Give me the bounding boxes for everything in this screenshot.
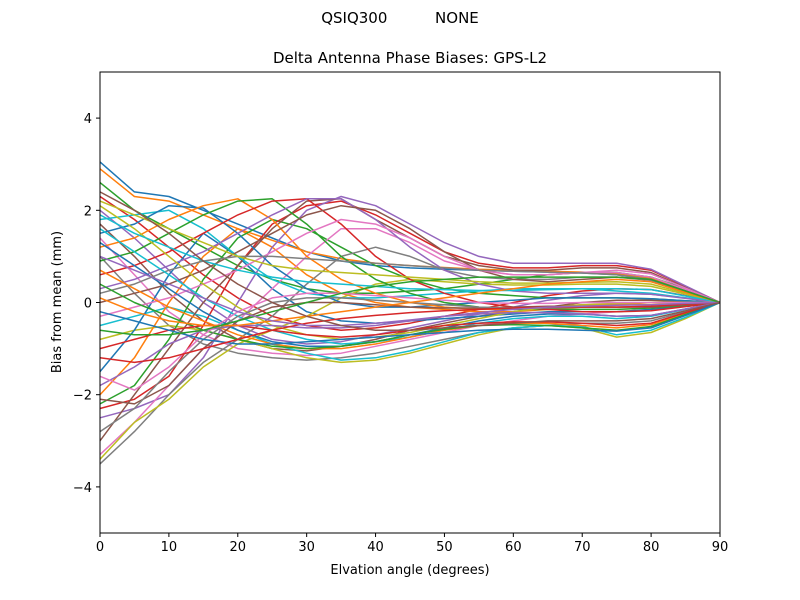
series-line-s37 [99,292,720,391]
series-line-s43 [99,276,721,336]
x-tick-label: 0 [96,540,104,555]
y-tick-label: 4 [84,112,92,127]
series-line-s42 [99,278,721,327]
y-tick-label: −2 [73,389,92,404]
series-line-s10 [99,301,721,361]
series-line-s15 [99,195,721,419]
series-layer [99,161,721,465]
y-axis: −4 −2 0 2 4 [73,112,100,496]
series-line-s20 [99,209,721,304]
x-tick-label: 40 [367,540,384,555]
series-line-s24 [99,198,721,313]
y-tick-label: 2 [84,204,92,219]
series-line-s23 [99,198,721,311]
x-tick-label: 50 [436,540,453,555]
chart-title: Delta Antenna Phase Biases: GPS-L2 [273,49,547,67]
x-tick-label: 20 [230,540,247,555]
x-tick-label: 10 [161,540,178,555]
series-line-s32 [99,269,721,350]
series-line-s25 [99,198,721,304]
series-line-s44 [99,301,721,364]
series-line-s41 [99,301,721,345]
figure-suptitle: QSIQ300 NONE [321,9,479,27]
series-line-s45 [99,255,721,327]
y-axis-label: Bias from mean (mm) [50,231,65,373]
x-tick-label: 70 [574,540,591,555]
x-axis: 0 10 20 30 40 50 60 70 80 90 [96,533,728,555]
series-line-s46 [99,191,721,331]
series-line-s8 [99,255,721,361]
series-line-s29 [99,205,720,341]
series-line-s39 [99,200,721,304]
y-tick-label: −4 [73,481,92,496]
x-tick-label: 60 [505,540,522,555]
x-tick-label: 30 [298,540,315,555]
y-tick-label: 0 [84,297,92,312]
x-tick-label: 80 [643,540,660,555]
x-axis-label: Elvation angle (degrees) [330,563,489,578]
x-tick-label: 90 [712,540,729,555]
